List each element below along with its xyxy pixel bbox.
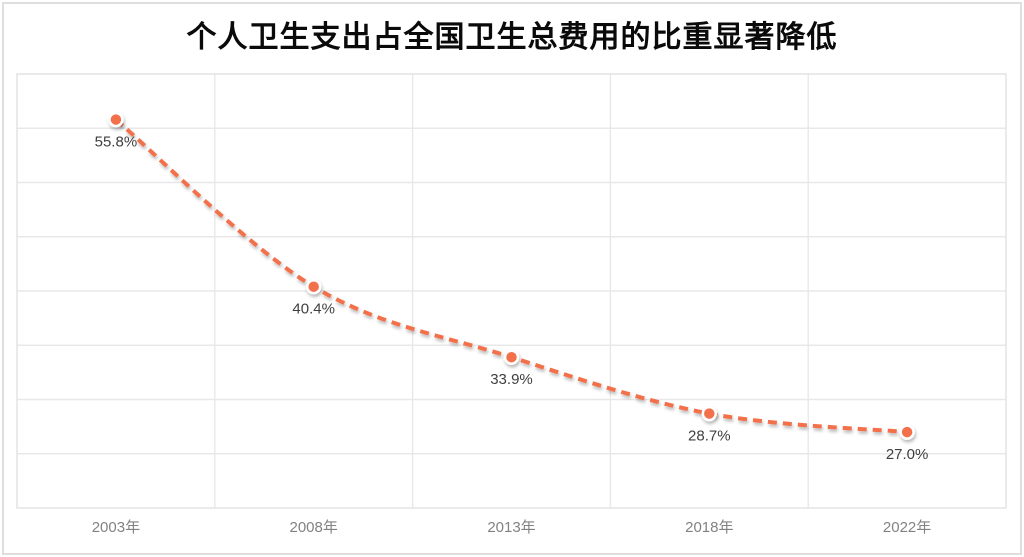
data-point-2008年 bbox=[305, 278, 322, 295]
data-labels: 55.8% 40.4% 33.9% 28.7% 27.0% bbox=[95, 134, 929, 464]
data-label: 28.7% bbox=[688, 428, 731, 445]
data-point-2003年 bbox=[108, 111, 124, 128]
x-axis-label: 2003年 bbox=[92, 519, 140, 536]
data-label: 40.4% bbox=[292, 301, 335, 318]
plot-border bbox=[16, 73, 1007, 509]
data-label: 55.8% bbox=[95, 134, 138, 151]
gridlines bbox=[16, 73, 1007, 509]
data-point-2022年 bbox=[899, 424, 915, 440]
x-axis-labels: 2003年 2008年 2013年 2018年 2022年 bbox=[92, 519, 932, 536]
x-axis-label: 2018年 bbox=[685, 519, 733, 536]
data-label: 27.0% bbox=[886, 446, 929, 463]
chart-title: 个人卫生支出占全国卫生总费用的比重显著降低 bbox=[186, 21, 838, 54]
x-axis-label: 2008年 bbox=[290, 519, 338, 536]
data-label: 33.9% bbox=[490, 371, 533, 388]
x-axis-label: 2013年 bbox=[487, 519, 535, 536]
x-axis-label: 2022年 bbox=[883, 519, 931, 536]
data-point-2013年 bbox=[503, 349, 520, 365]
data-point-2018年 bbox=[701, 405, 718, 422]
data-series bbox=[108, 111, 915, 440]
